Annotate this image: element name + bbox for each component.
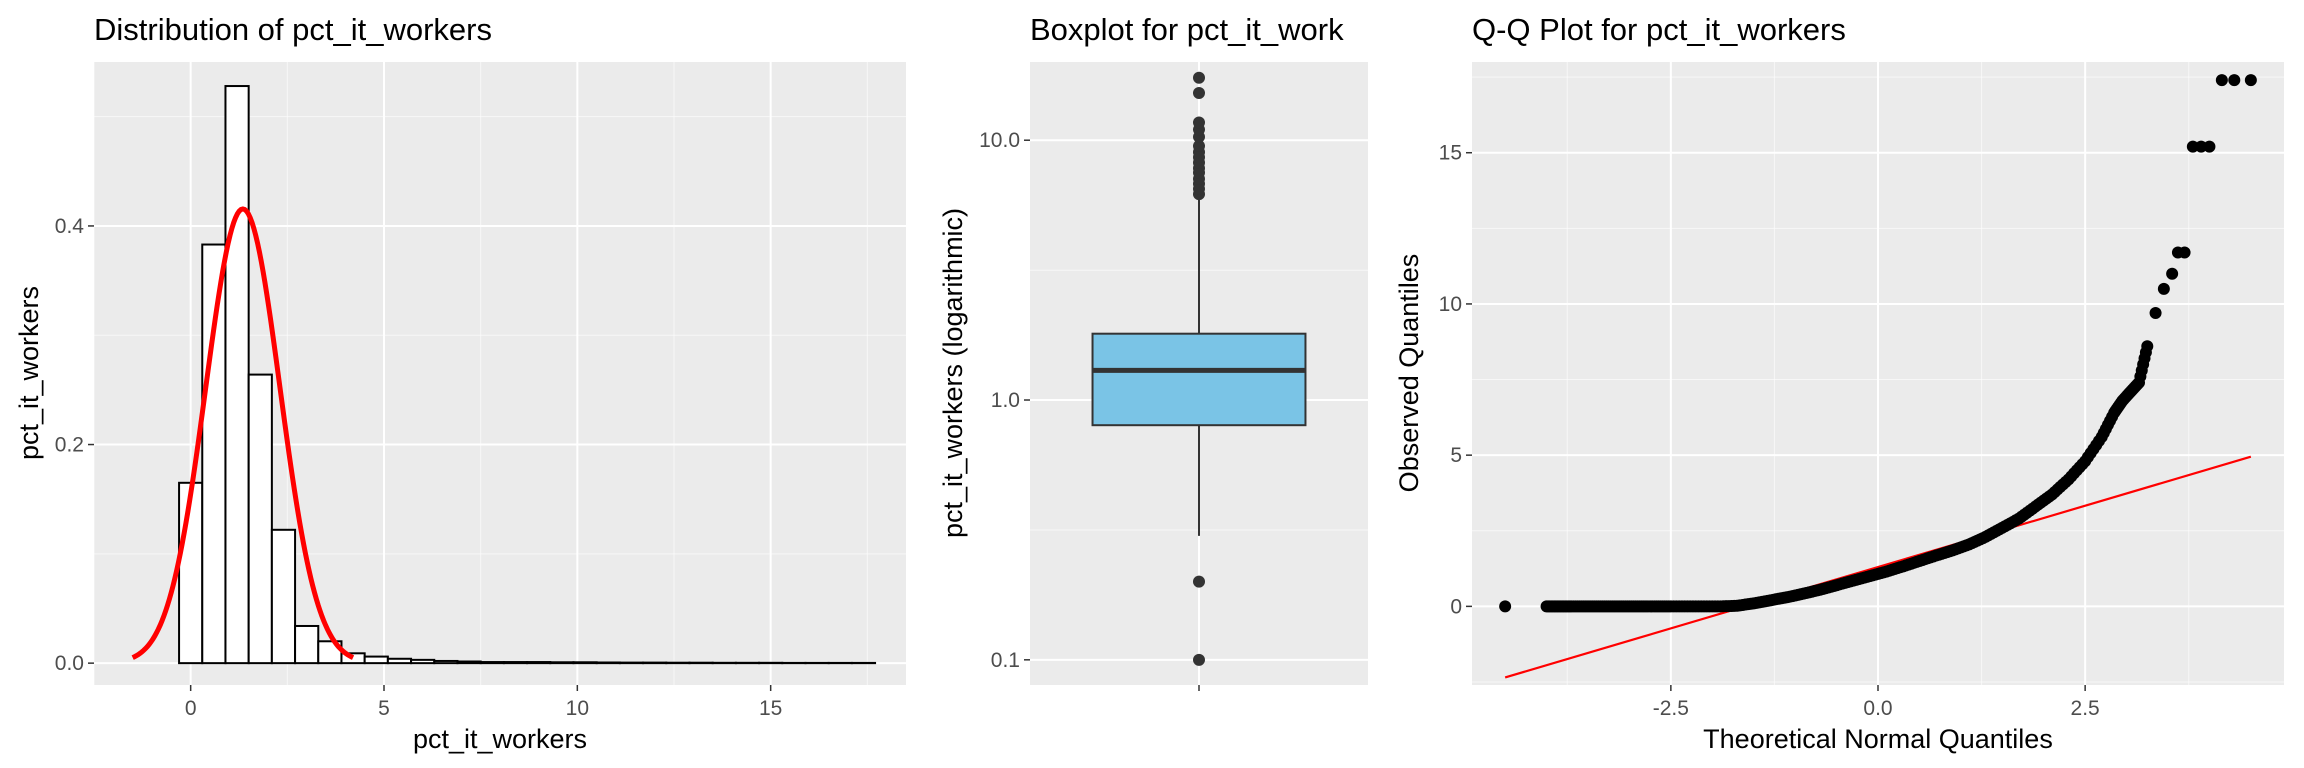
- boxplot-y-tick-label: 1.0: [991, 389, 1020, 412]
- qq-point: [2215, 74, 2228, 87]
- qq-point: [2157, 282, 2170, 295]
- histogram-ticks: 0 5 10 15 0.0 0.2 0.4: [55, 215, 783, 720]
- qq-x-tick-label: -2.5: [1653, 697, 1689, 720]
- histogram-bar: [201, 243, 227, 665]
- histogram-bar: [595, 661, 621, 665]
- boxplot-outlier-point: [1193, 71, 1205, 84]
- density-curve: [131, 206, 355, 660]
- qq-point: [2141, 340, 2154, 353]
- histogram-panel: Distribution of pct_it_workers 0 5 10 15 0.0…: [14, 12, 906, 754]
- qq-y-axis-label: Observed Quantiles: [1394, 254, 1424, 493]
- qq-y-tick-label: 5: [1450, 444, 1462, 467]
- boxplot-outlier-point: [1193, 575, 1205, 588]
- histogram-bar: [549, 661, 575, 665]
- qq-point: [2195, 140, 2208, 153]
- qq-point: [2186, 140, 2199, 153]
- qq-reference-line: [1504, 455, 2252, 679]
- histogram-y-axis-label: pct_it_workers: [14, 286, 44, 460]
- boxplot-panel: Boxplot for pct_it_work 0.1 1.0 10.0 pct_i…: [938, 12, 1368, 691]
- boxplot-box: [1091, 197, 1307, 536]
- qq-x-tick-label: 0.0: [1863, 697, 1892, 720]
- qq-x-tick-label: 2.5: [2071, 697, 2100, 720]
- qq-title: Q-Q Plot for pct_it_workers: [1472, 12, 1846, 47]
- qq-ticks: -2.5 0.0 2.5 0 5 10 15: [1439, 142, 2100, 720]
- histogram-y-tick-label: 0.0: [55, 652, 84, 675]
- boxplot-y-tick-label: 10.0: [979, 129, 1020, 152]
- qq-point: [1499, 600, 1512, 613]
- histogram-y-tick-label: 0.2: [55, 434, 84, 457]
- qq-points: [1499, 74, 2257, 613]
- histogram-bar: [618, 661, 645, 665]
- histogram-bar: [572, 661, 598, 665]
- boxplot-y-tick-label: 0.1: [991, 649, 1020, 672]
- boxplot-outlier-point: [1193, 139, 1205, 152]
- histogram-y-tick-label: 0.4: [55, 215, 85, 238]
- histogram-bar: [386, 657, 413, 665]
- boxplot-outlier-point: [1193, 86, 1205, 99]
- histogram-x-tick-label: 15: [759, 697, 782, 720]
- histogram-x-axis-label: pct_it_workers: [413, 724, 587, 754]
- histogram-bar: [456, 660, 482, 665]
- histogram-x-tick-label: 10: [566, 697, 589, 720]
- histogram-bar: [247, 373, 273, 665]
- qq-panel: Q-Q Plot for pct_it_workers -2.5 0.0 2.5 0 5…: [1394, 12, 2284, 754]
- boxplot-outlier-point: [1193, 653, 1205, 666]
- histogram-x-tick-label: 0: [185, 697, 197, 720]
- qq-y-tick-label: 15: [1439, 142, 1462, 165]
- qq-x-axis-label: Theoretical Normal Quantiles: [1703, 724, 2053, 754]
- histogram-bar: [642, 661, 668, 665]
- histogram-bar: [363, 655, 389, 665]
- histogram-bar: [410, 658, 436, 665]
- qq-y-tick-label: 10: [1439, 293, 1462, 316]
- boxplot-outlier-point: [1193, 116, 1205, 129]
- qq-point: [2149, 307, 2162, 320]
- qq-point: [2203, 140, 2216, 153]
- qq-point: [2228, 74, 2241, 87]
- histogram-bar: [433, 659, 459, 665]
- histogram-bar: [502, 661, 529, 665]
- qq-point: [2244, 74, 2257, 87]
- histogram-bar: [294, 624, 320, 665]
- boxplot-ticks: 0.1 1.0 10.0: [979, 129, 1200, 691]
- boxplot-outliers: [1193, 71, 1205, 666]
- boxplot-y-axis-label: pct_it_workers (logarithmic): [938, 208, 968, 538]
- histogram-x-tick-label: 5: [378, 697, 390, 720]
- qq-y-tick-label: 0: [1450, 595, 1462, 618]
- histogram-bar: [224, 85, 250, 665]
- qq-point: [2178, 246, 2191, 259]
- histogram-bar: [270, 528, 297, 665]
- qq-point: [2166, 267, 2179, 280]
- boxplot-iqr-box: [1091, 332, 1307, 427]
- histogram-bar: [526, 661, 552, 665]
- boxplot-title: Boxplot for pct_it_work: [1030, 12, 1344, 47]
- histogram-title: Distribution of pct_it_workers: [94, 12, 492, 47]
- histogram-bar: [479, 661, 505, 665]
